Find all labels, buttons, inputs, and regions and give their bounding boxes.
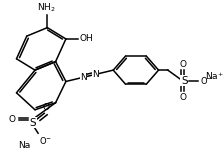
- Text: O$^{-}$: O$^{-}$: [200, 75, 213, 86]
- Text: OH: OH: [79, 34, 93, 43]
- Text: O: O: [179, 60, 186, 69]
- Text: Na: Na: [19, 141, 31, 150]
- Text: O: O: [9, 114, 15, 124]
- Text: O: O: [179, 93, 186, 102]
- Text: NH$_2$: NH$_2$: [37, 2, 56, 14]
- Text: O: O: [43, 103, 50, 112]
- Text: Na$^{+}$: Na$^{+}$: [205, 71, 224, 82]
- Text: S: S: [181, 76, 188, 86]
- Text: N: N: [80, 73, 87, 82]
- Text: S: S: [30, 118, 36, 128]
- Text: N: N: [93, 70, 99, 79]
- Text: O$^{-}$: O$^{-}$: [39, 135, 52, 146]
